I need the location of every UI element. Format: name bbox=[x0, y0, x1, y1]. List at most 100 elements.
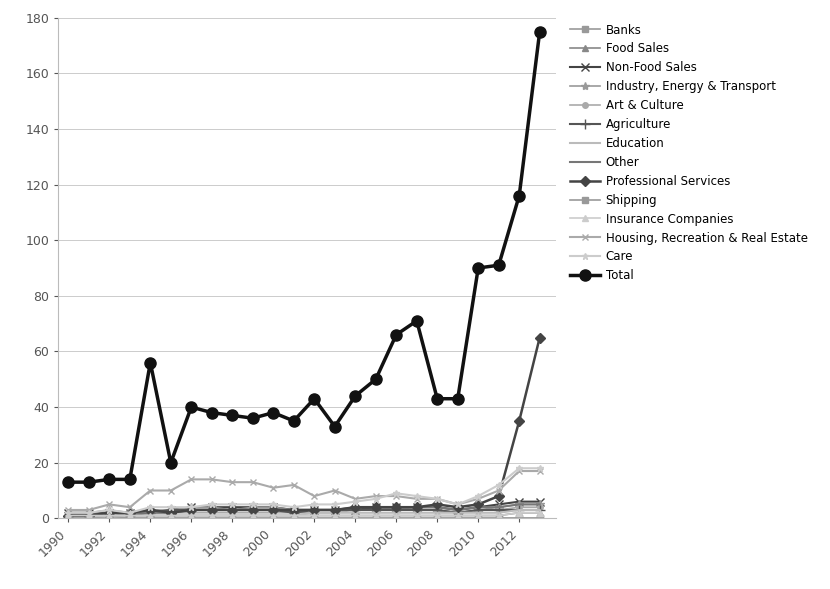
Food Sales bbox=[84, 512, 94, 519]
Non-Food Sales bbox=[186, 504, 196, 511]
Non-Food Sales bbox=[248, 504, 258, 511]
Total bbox=[186, 403, 196, 411]
Non-Food Sales bbox=[350, 507, 360, 514]
Other bbox=[452, 507, 462, 514]
Industry, Energy & Transport bbox=[330, 507, 339, 514]
Art & Culture bbox=[452, 509, 462, 517]
Food Sales bbox=[289, 512, 299, 519]
Other bbox=[186, 507, 196, 514]
Line: Professional Services: Professional Services bbox=[65, 334, 543, 519]
Education bbox=[289, 512, 299, 519]
Food Sales bbox=[124, 512, 134, 519]
Food Sales bbox=[371, 512, 381, 519]
Agriculture bbox=[330, 507, 339, 514]
Care bbox=[248, 501, 258, 508]
Food Sales bbox=[494, 512, 504, 519]
Industry, Energy & Transport bbox=[473, 507, 483, 514]
Total bbox=[515, 192, 525, 199]
Agriculture bbox=[145, 509, 155, 517]
Shipping bbox=[391, 515, 401, 522]
Total bbox=[268, 409, 278, 416]
Banks bbox=[186, 515, 196, 522]
Non-Food Sales bbox=[289, 507, 299, 514]
Banks bbox=[371, 515, 381, 522]
Insurance Companies bbox=[350, 512, 360, 519]
Insurance Companies bbox=[248, 512, 258, 519]
Banks bbox=[310, 515, 320, 522]
Housing, Recreation & Real Estate bbox=[371, 492, 381, 499]
Shipping bbox=[268, 515, 278, 522]
Care bbox=[84, 509, 94, 517]
Food Sales bbox=[248, 512, 258, 519]
Insurance Companies bbox=[105, 512, 115, 519]
Housing, Recreation & Real Estate bbox=[145, 487, 155, 494]
Agriculture bbox=[105, 509, 115, 517]
Professional Services bbox=[330, 507, 339, 514]
Education bbox=[371, 509, 381, 517]
Line: Education: Education bbox=[68, 510, 540, 518]
Education bbox=[515, 507, 525, 514]
Total bbox=[145, 359, 155, 366]
Insurance Companies bbox=[289, 512, 299, 519]
Education bbox=[145, 512, 155, 519]
Art & Culture bbox=[310, 509, 320, 517]
Non-Food Sales bbox=[412, 504, 422, 511]
Housing, Recreation & Real Estate bbox=[248, 479, 258, 486]
Agriculture bbox=[289, 509, 299, 517]
Non-Food Sales bbox=[124, 509, 134, 517]
Care bbox=[371, 495, 381, 502]
Education bbox=[207, 512, 217, 519]
Non-Food Sales bbox=[268, 504, 278, 511]
Education bbox=[310, 509, 320, 517]
Banks bbox=[391, 515, 401, 522]
Food Sales bbox=[452, 512, 462, 519]
Insurance Companies bbox=[145, 512, 155, 519]
Insurance Companies bbox=[330, 512, 339, 519]
Line: Banks: Banks bbox=[66, 513, 543, 521]
Total bbox=[391, 331, 401, 338]
Industry, Energy & Transport bbox=[391, 504, 401, 511]
Line: Shipping: Shipping bbox=[66, 515, 543, 521]
Agriculture bbox=[227, 507, 237, 514]
Education bbox=[166, 512, 176, 519]
Shipping bbox=[289, 515, 299, 522]
Insurance Companies bbox=[473, 512, 483, 519]
Total bbox=[207, 409, 217, 416]
Industry, Energy & Transport bbox=[432, 507, 442, 514]
Shipping bbox=[145, 515, 155, 522]
Agriculture bbox=[268, 507, 278, 514]
Banks bbox=[227, 515, 237, 522]
Art & Culture bbox=[535, 504, 544, 511]
Care bbox=[535, 465, 544, 472]
Professional Services bbox=[473, 501, 483, 508]
Non-Food Sales bbox=[515, 498, 525, 505]
Line: Industry, Energy & Transport: Industry, Energy & Transport bbox=[64, 500, 544, 517]
Housing, Recreation & Real Estate bbox=[452, 501, 462, 508]
Insurance Companies bbox=[391, 512, 401, 519]
Professional Services bbox=[289, 507, 299, 514]
Total bbox=[473, 264, 483, 272]
Housing, Recreation & Real Estate bbox=[186, 476, 196, 483]
Agriculture bbox=[186, 507, 196, 514]
Housing, Recreation & Real Estate bbox=[84, 507, 94, 514]
Banks bbox=[432, 515, 442, 522]
Banks bbox=[515, 515, 525, 522]
Food Sales bbox=[535, 509, 544, 517]
Care bbox=[186, 504, 196, 511]
Education bbox=[248, 512, 258, 519]
Insurance Companies bbox=[452, 512, 462, 519]
Shipping bbox=[63, 515, 73, 522]
Banks bbox=[535, 515, 544, 522]
Care bbox=[166, 504, 176, 511]
Food Sales bbox=[310, 512, 320, 519]
Education bbox=[432, 509, 442, 517]
Non-Food Sales bbox=[473, 504, 483, 511]
Agriculture bbox=[166, 507, 176, 514]
Insurance Companies bbox=[371, 512, 381, 519]
Industry, Energy & Transport bbox=[268, 504, 278, 511]
Care bbox=[432, 495, 442, 502]
Art & Culture bbox=[207, 509, 217, 517]
Agriculture bbox=[391, 507, 401, 514]
Industry, Energy & Transport bbox=[248, 504, 258, 511]
Professional Services bbox=[186, 507, 196, 514]
